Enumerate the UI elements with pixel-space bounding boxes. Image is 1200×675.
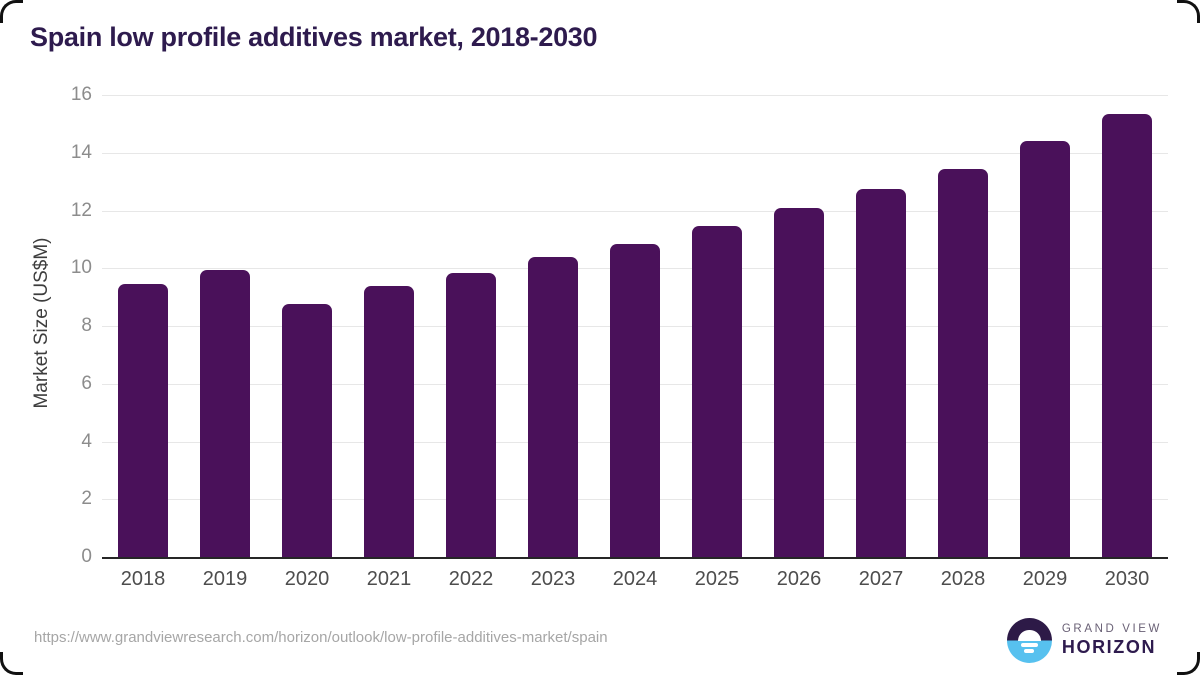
card-corner: [1177, 0, 1200, 23]
x-tick-label: 2026: [776, 568, 822, 590]
wave-shape: [1020, 643, 1038, 647]
x-tick-label: 2019: [202, 568, 248, 590]
bar-2020[interactable]: [282, 304, 332, 557]
bar-slot: [922, 95, 1004, 557]
bar-2028[interactable]: [938, 168, 988, 557]
bar-slot: [676, 95, 758, 557]
bar-slot: [102, 95, 184, 557]
x-tick-label: 2022: [448, 568, 494, 590]
gridline: [102, 95, 1168, 96]
x-tick-label: 2021: [366, 568, 412, 590]
y-tick-label: 12: [70, 199, 92, 221]
x-tick-label: 2027: [858, 568, 904, 590]
gridline: [102, 210, 1168, 212]
card-corner: [0, 0, 23, 23]
bar-2026[interactable]: [774, 207, 824, 557]
bar-slot: [348, 95, 430, 557]
gridline: [102, 152, 1168, 154]
y-tick-label: 10: [70, 257, 92, 279]
x-tick-label: 2018: [120, 568, 166, 590]
x-axis-line: [102, 557, 1168, 559]
bar-slot: [840, 95, 922, 557]
bar-2025[interactable]: [692, 226, 742, 557]
wave-shape: [1024, 649, 1035, 653]
x-tick-label: 2020: [284, 568, 330, 590]
bar-2027[interactable]: [856, 188, 906, 557]
bar-2029[interactable]: [1020, 141, 1070, 557]
horizon-sunrise-icon: [1006, 618, 1052, 663]
y-tick-label: 16: [70, 84, 92, 105]
bar-slot: [758, 95, 840, 557]
bar-2018[interactable]: [118, 284, 168, 557]
x-tick-label: 2025: [694, 568, 740, 590]
bar-2023[interactable]: [528, 256, 578, 557]
chart-title: Spain low profile additives market, 2018…: [30, 22, 598, 52]
x-tick-label: 2030: [1104, 568, 1150, 590]
logo-brand-name: GRAND VIEW: [1061, 623, 1162, 635]
y-tick-label: 8: [81, 315, 92, 336]
bar-2019[interactable]: [200, 269, 250, 557]
y-tick-label: 2: [81, 488, 92, 510]
bar-slot: [1086, 95, 1168, 557]
bar-slot: [184, 95, 266, 557]
x-tick-label: 2023: [530, 568, 576, 590]
grand-view-horizon-logo: GRAND VIEW HORIZON: [1006, 618, 1162, 663]
sun-shape: [1017, 629, 1041, 641]
y-tick-label: 0: [81, 546, 92, 567]
card-corner: [1177, 652, 1200, 675]
bar-series: [102, 95, 1168, 557]
bar-2024[interactable]: [610, 243, 660, 557]
bar-slot: [266, 95, 348, 557]
bar-2030[interactable]: [1102, 113, 1152, 557]
y-tick-label: 4: [81, 430, 92, 452]
source-url: https://www.grandviewresearch.com/horizo…: [34, 629, 608, 646]
x-axis-tick-labels: 2018 2019 2020 2021 2022 2023 2024 2025 2026 2027…: [102, 568, 1168, 591]
plot-area: [102, 95, 1168, 559]
logo-text: GRAND VIEW HORIZON: [1062, 623, 1162, 658]
y-tick-label: 6: [81, 372, 92, 394]
bar-slot: [430, 95, 512, 557]
bar-slot: [594, 95, 676, 557]
bar-slot: [512, 95, 594, 557]
x-tick-label: 2029: [1022, 568, 1068, 590]
y-tick-label: 14: [70, 141, 92, 163]
card-corner: [0, 652, 23, 675]
logo-product-name: HORIZON: [1061, 637, 1157, 657]
bar-slot: [1004, 95, 1086, 557]
bar-2021[interactable]: [364, 285, 414, 557]
x-tick-label: 2028: [940, 568, 986, 590]
bar-2022[interactable]: [446, 272, 496, 557]
x-tick-label: 2024: [612, 568, 658, 590]
